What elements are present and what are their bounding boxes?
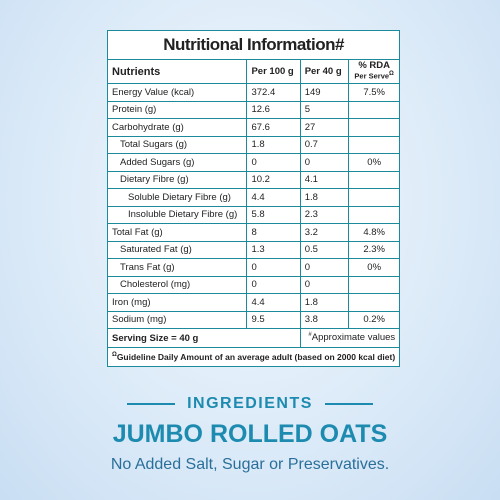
nutrient-name: Total Sugars (g) [106, 135, 248, 154]
value-cell [348, 135, 401, 154]
value-cell: 0 [246, 153, 301, 172]
value-cell: 0.7 [299, 135, 350, 154]
footer-row: ΩGuideline Daily Amount of an average ad… [106, 347, 401, 367]
value-cell: 0 [246, 258, 301, 277]
nutrient-name: Carbohydrate (g) [106, 118, 248, 137]
value-cell: 3.8 [299, 310, 350, 329]
value-cell [348, 170, 401, 189]
header-cell: % RDA Per ServeΩ [348, 59, 401, 84]
header-cell: Nutrients [106, 59, 248, 84]
value-cell: 5.8 [246, 205, 301, 224]
value-cell: 0 [299, 153, 350, 172]
footnote-mark: # [308, 332, 312, 339]
value-cell: 1.8 [299, 188, 350, 207]
nutrient-name: Energy Value (kcal) [106, 83, 248, 102]
nutrient-name: Protein (g) [106, 100, 248, 119]
table-row: Soluble Dietary Fibre (g) 4.4 1.8 [106, 188, 401, 207]
value-cell: 2.3% [348, 240, 401, 259]
product-name: JUMBO ROLLED OATS [112, 420, 388, 448]
approx-note: #Approximate values [299, 328, 401, 348]
value-cell: 1.8 [299, 293, 350, 312]
value-cell: 4.8% [348, 223, 401, 242]
value-cell: 9.5 [246, 310, 301, 329]
value-cell [348, 100, 401, 119]
value-cell [348, 275, 401, 294]
nutrient-name: Saturated Fat (g) [106, 240, 248, 259]
value-cell: 1.3 [246, 240, 301, 259]
table-row: Saturated Fat (g) 1.3 0.5 2.3% [106, 240, 401, 259]
value-cell: 5 [299, 100, 350, 119]
value-cell: 372.4 [246, 83, 301, 102]
nutrition-table: Nutritional Information# Nutrients Per 1… [106, 30, 401, 367]
value-cell [348, 205, 401, 224]
value-cell: 10.2 [246, 170, 301, 189]
value-cell: 67.6 [246, 118, 301, 137]
table-row: Protein (g) 12.6 5 [106, 100, 401, 119]
table-row: Sodium (mg) 9.5 3.8 0.2% [106, 310, 401, 329]
table-row: Cholesterol (mg) 0 0 [106, 275, 401, 294]
value-cell [348, 188, 401, 207]
table-title: Nutritional Information# [106, 30, 401, 60]
header-cell: Per 100 g [246, 59, 301, 84]
value-cell: 7.5% [348, 83, 401, 102]
value-cell: 4.4 [246, 188, 301, 207]
header-text: Per Serve [354, 71, 390, 81]
footnote-mark: Ω [112, 352, 117, 359]
footnote-mark: Ω [389, 71, 394, 78]
table-row: Iron (mg) 4.4 1.8 [106, 293, 401, 312]
value-cell [348, 293, 401, 312]
footer-row: Serving Size = 40 g #Approximate values [107, 328, 401, 348]
table-row: Added Sugars (g) 0 0 0% [106, 153, 401, 172]
value-cell: 0 [299, 258, 350, 277]
value-cell: 12.6 [246, 100, 301, 119]
table-row: Dietary Fibre (g) 10.2 4.1 [106, 170, 401, 189]
nutrient-name: Cholesterol (mg) [106, 275, 248, 294]
approx-text: Approximate values [311, 332, 396, 344]
table-row: Trans Fat (g) 0 0 0% [106, 258, 401, 277]
value-cell: 0.2% [348, 310, 401, 329]
header-text: % RDA [358, 60, 390, 72]
value-cell: 4.4 [246, 293, 301, 312]
ingredients-heading: INGREDIENTS [0, 395, 500, 413]
table-row: Insoluble Dietary Fibre (g) 5.8 2.3 [106, 205, 401, 224]
value-cell: 0% [348, 258, 401, 277]
nutrient-name: Sodium (mg) [106, 310, 248, 329]
value-cell: 149 [299, 83, 350, 102]
table-row: Total Sugars (g) 1.8 0.7 [106, 135, 401, 154]
table-row: Carbohydrate (g) 67.6 27 [106, 118, 401, 137]
nutrient-name: Trans Fat (g) [106, 258, 248, 277]
table-row: Total Fat (g) 8 3.2 4.8% [106, 223, 401, 242]
nutrient-name: Dietary Fibre (g) [106, 170, 248, 189]
nutrient-name: Iron (mg) [106, 293, 248, 312]
value-cell: 4.1 [299, 170, 350, 189]
guideline-text: Guideline Daily Amount of an average adu… [116, 352, 396, 362]
value-cell: 2.3 [299, 205, 350, 224]
value-cell: 1.8 [246, 135, 301, 154]
product-note: No Added Salt, Sugar or Preservatives. [110, 456, 390, 473]
heading-text: INGREDIENTS [187, 395, 313, 412]
guideline-note: ΩGuideline Daily Amount of an average ad… [106, 347, 401, 367]
nutrient-name: Added Sugars (g) [106, 153, 248, 172]
value-cell [348, 118, 401, 137]
table-row: Energy Value (kcal) 372.4 149 7.5% [106, 83, 401, 102]
value-cell: 3.2 [299, 223, 350, 242]
value-cell: 0 [246, 275, 301, 294]
nutrient-name: Soluble Dietary Fibre (g) [106, 188, 248, 207]
value-cell: 8 [246, 223, 301, 242]
value-cell: 0 [299, 275, 350, 294]
value-cell: 27 [299, 118, 350, 137]
serving-size: Serving Size = 40 g [107, 328, 301, 348]
value-cell: 0% [348, 153, 401, 172]
nutrient-name: Insoluble Dietary Fibre (g) [106, 205, 248, 224]
header-cell: Per 40 g [299, 59, 350, 84]
nutrient-name: Total Fat (g) [106, 223, 248, 242]
value-cell: 0.5 [299, 240, 350, 259]
